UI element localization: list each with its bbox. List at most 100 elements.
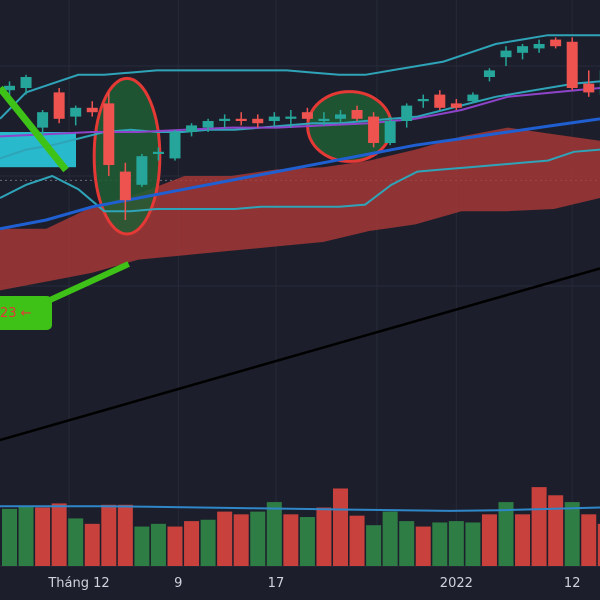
arrow-line: [48, 261, 130, 303]
price-badge: 23 ←: [0, 296, 52, 330]
candle-body: [500, 50, 512, 58]
candle: [285, 110, 297, 128]
candle-body: [467, 94, 479, 102]
volume-bar: [266, 502, 282, 566]
volume-bar: [382, 511, 398, 566]
arrow-line: [0, 85, 69, 173]
candle-body: [450, 103, 462, 108]
volume-bar: [349, 515, 365, 566]
candle: [20, 74, 32, 95]
candle: [103, 92, 115, 176]
volume-bar: [200, 519, 216, 566]
candle-body: [235, 118, 247, 121]
volume-bar: [366, 525, 382, 566]
candle: [301, 107, 313, 121]
volume-bar: [399, 521, 415, 566]
candle-body: [335, 114, 346, 119]
volume-bar: [581, 514, 597, 566]
candle: [152, 147, 164, 161]
candle-body: [103, 103, 115, 165]
trend-line: [0, 267, 600, 442]
volume-bar: [117, 504, 133, 566]
candle-body: [53, 92, 65, 119]
candle: [550, 37, 562, 49]
candle-body: [202, 121, 214, 128]
candle: [434, 90, 446, 110]
volume-bar: [68, 518, 84, 566]
price-badge-text: 23 ←: [0, 306, 32, 321]
candle: [450, 99, 462, 110]
candle: [70, 105, 82, 126]
volume-bar: [432, 522, 448, 566]
candle-body: [86, 107, 98, 113]
bollinger-lower: [0, 148, 600, 213]
candle: [533, 39, 545, 53]
volume-bar: [51, 503, 67, 566]
candle: [119, 162, 131, 220]
volume-bar: [299, 517, 315, 566]
candle-body: [384, 121, 396, 143]
candle: [86, 101, 98, 117]
x-tick-label: 9: [174, 576, 182, 591]
volume-ma-line: [0, 505, 600, 512]
volume-bar: [101, 504, 117, 566]
volume-bar: [333, 488, 348, 566]
volume-bar: [150, 523, 166, 566]
candle: [202, 118, 214, 132]
x-tick-label: Tháng 12: [47, 576, 109, 591]
candle: [219, 114, 231, 128]
candle: [268, 112, 280, 126]
candle-body: [550, 39, 562, 47]
candle-body: [583, 83, 595, 93]
candle: [517, 44, 529, 60]
candle: [401, 103, 413, 128]
candle: [566, 37, 578, 91]
candle-body: [119, 171, 131, 201]
x-tick-label: 12: [564, 576, 581, 591]
candle-body: [20, 77, 32, 88]
volume-bar: [18, 506, 34, 566]
candle: [500, 46, 512, 66]
volume-bar: [184, 521, 200, 566]
volume-bar: [531, 487, 547, 566]
candle-body: [483, 70, 495, 77]
candle: [335, 110, 346, 124]
candle-body: [368, 116, 380, 143]
candle: [235, 112, 247, 126]
candle: [368, 112, 380, 148]
candle-body: [4, 85, 15, 91]
moving-average-line: [0, 117, 600, 231]
candle-body: [434, 94, 446, 108]
volume-bar: [515, 514, 531, 566]
candle-body: [417, 99, 429, 102]
annotations: 23 ←: [0, 85, 130, 330]
candle: [583, 70, 595, 97]
bollinger-upper: [0, 34, 600, 120]
x-tick-label: 2022: [440, 576, 473, 591]
candle-body: [37, 112, 49, 128]
volume-bar: [465, 522, 481, 566]
x-axis-background: [0, 567, 600, 600]
volume-bar: [167, 526, 183, 566]
x-tick-label: 17: [268, 576, 285, 591]
candle-body: [533, 44, 545, 49]
indicator-lines: [0, 34, 600, 442]
candle-body: [318, 118, 330, 121]
volume-bar: [134, 526, 150, 566]
candle: [186, 123, 198, 137]
candle: [136, 154, 148, 187]
bollinger-mid: [0, 80, 600, 160]
candle: [53, 88, 65, 124]
volume-bar: [481, 514, 497, 566]
volume-bar: [233, 514, 249, 566]
candle: [417, 94, 429, 108]
candle: [467, 92, 479, 104]
volume-bar: [250, 511, 266, 566]
candle-body: [351, 110, 363, 119]
volume-bar: [415, 526, 431, 566]
candle-body: [401, 105, 413, 121]
candle-body: [268, 116, 280, 121]
volume-bar: [498, 502, 514, 566]
candles: [4, 37, 600, 220]
